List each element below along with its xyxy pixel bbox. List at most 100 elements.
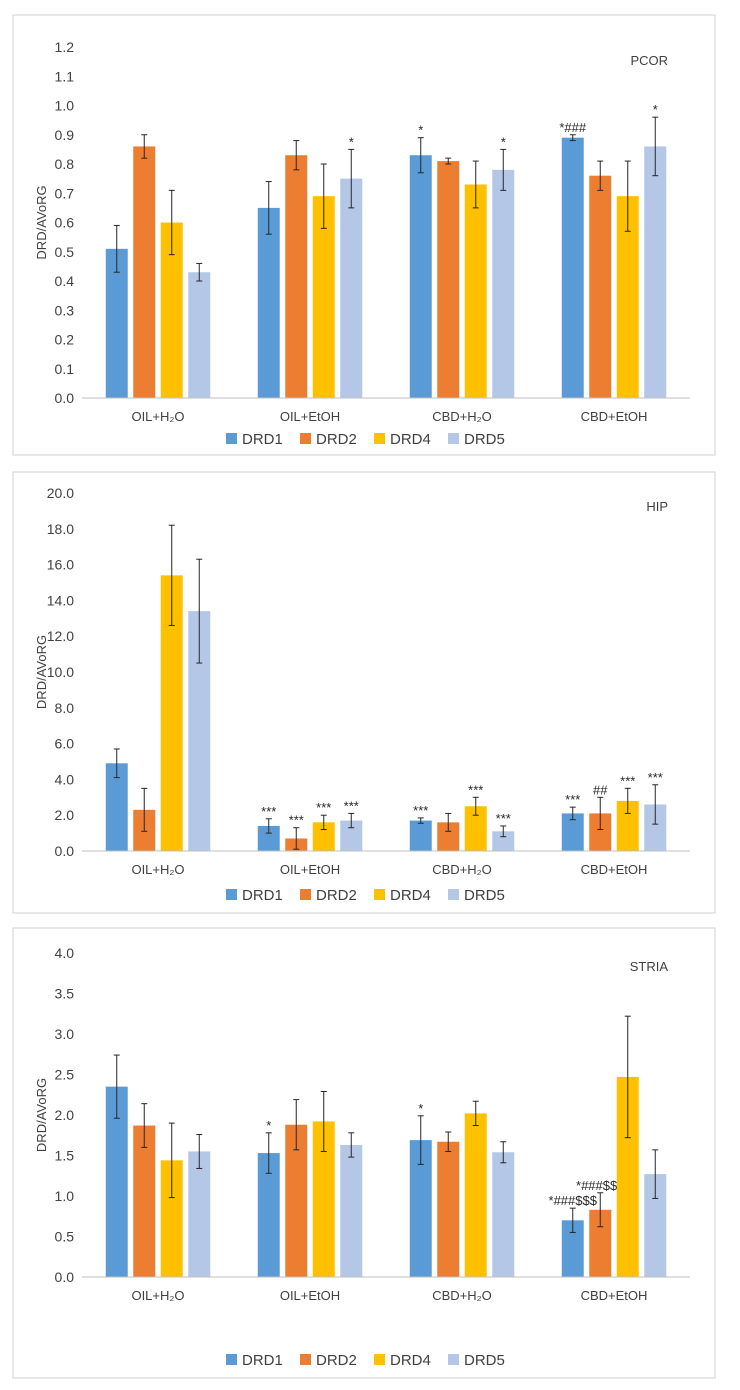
bar-drd4-oil-etoh — [312, 196, 335, 398]
bar-drd4-cbd-etoh — [616, 800, 639, 851]
bar-drd1-cbd-etoh — [561, 813, 584, 851]
y-tick-label: 1.1 — [55, 68, 75, 84]
legend-swatch-drd2 — [300, 433, 311, 444]
bar-drd1-oil-h-o — [105, 248, 128, 398]
bar-drd5-oil-h-o — [188, 1151, 211, 1277]
x-tick-label: OIL+H₂O — [131, 1288, 184, 1303]
y-tick-label: 10.0 — [47, 664, 74, 680]
y-tick-label: 0.0 — [55, 390, 75, 406]
significance-label: *** — [468, 782, 483, 797]
x-tick-label: OIL+EtOH — [280, 409, 340, 424]
y-tick-label: 0.9 — [55, 127, 75, 143]
legend-label-drd2: DRD2 — [316, 431, 357, 448]
y-axis-label: DRD/AVoRG — [34, 185, 49, 259]
legend-label-drd1: DRD1 — [242, 431, 283, 448]
significance-label: *** — [565, 792, 580, 807]
pcor-chart: 0.0 0.1 0.2 0.3 0.4 0.5 0.6 0.7 0.8 0.9 1.0 1.1 1.2 D… — [12, 14, 716, 456]
bar-drd5-oil-h-o — [188, 611, 211, 851]
chart-frame — [12, 927, 716, 1379]
bar-drd5-cbd-etoh — [644, 1174, 667, 1277]
bar-drd4-cbd-etoh — [616, 196, 639, 398]
bar-drd5-oil-etoh — [340, 178, 363, 398]
bar-drd1-oil-etoh — [257, 207, 280, 398]
legend-label-drd2: DRD2 — [316, 1352, 357, 1369]
legend-swatch-drd2 — [300, 889, 311, 900]
bar-drd1-oil-etoh — [257, 1153, 280, 1277]
legend-swatch-drd5 — [448, 433, 459, 444]
significance-label: *** — [496, 811, 511, 826]
chart-title: PCOR — [630, 53, 668, 68]
y-tick-label: 1.0 — [55, 98, 75, 114]
bar-drd1-cbd-h-o — [409, 155, 432, 398]
bar-drd1-cbd-h-o — [409, 820, 432, 851]
legend-label-drd5: DRD5 — [464, 887, 505, 904]
y-tick-label: 0.3 — [55, 302, 75, 318]
legend-label-drd4: DRD4 — [390, 887, 431, 904]
significance-label: *###$$$ — [576, 1178, 625, 1193]
legend-swatch-drd4 — [374, 433, 385, 444]
legend-swatch-drd1 — [226, 433, 237, 444]
significance-label: * — [349, 134, 354, 149]
y-tick-label: 6.0 — [55, 736, 75, 752]
chart-title: HIP — [646, 499, 668, 514]
x-tick-label: CBD+EtOH — [581, 409, 648, 424]
bar-drd4-cbd-h-o — [464, 806, 487, 851]
bar-drd4-cbd-etoh — [616, 1076, 639, 1277]
y-tick-label: 0.1 — [55, 361, 75, 377]
bar-drd1-cbd-etoh — [561, 1220, 584, 1277]
bar-drd2-oil-h-o — [133, 1125, 156, 1277]
y-tick-label: 0.5 — [55, 1229, 75, 1245]
bar-drd2-cbd-etoh — [589, 175, 612, 398]
significance-label: *###$$$ — [549, 1193, 598, 1208]
x-tick-label: CBD+EtOH — [581, 862, 648, 877]
legend-swatch-drd5 — [448, 889, 459, 900]
significance-label: * — [418, 123, 423, 138]
significance-label: *** — [648, 770, 663, 785]
bar-drd1-cbd-h-o — [409, 1140, 432, 1277]
bar-drd4-cbd-h-o — [464, 184, 487, 398]
bar-drd4-cbd-h-o — [464, 1113, 487, 1277]
bar-drd4-oil-etoh — [312, 822, 335, 851]
significance-label: *** — [620, 773, 635, 788]
y-tick-label: 1.5 — [55, 1148, 75, 1164]
bar-drd2-cbd-etoh — [589, 813, 612, 851]
x-tick-label: CBD+H₂O — [432, 409, 492, 424]
bar-drd4-oil-h-o — [160, 1160, 183, 1277]
pcor-chart-panel: 0.0 0.1 0.2 0.3 0.4 0.5 0.6 0.7 0.8 0.9 1.0 1.1 1.2 D… — [0, 0, 740, 466]
bar-drd2-cbd-h-o — [437, 822, 460, 851]
x-tick-label: OIL+EtOH — [280, 862, 340, 877]
significance-label: * — [501, 134, 506, 149]
x-tick-label: CBD+H₂O — [432, 1288, 492, 1303]
stria-chart-panel: 0.0 0.5 1.0 1.5 2.0 2.5 3.0 3.5 4.0 DRD/AVoRG STRI… — [0, 923, 740, 1390]
y-tick-label: 0.8 — [55, 156, 75, 172]
significance-label: ## — [593, 782, 608, 797]
significance-label: * — [266, 1118, 271, 1133]
bar-drd5-cbd-etoh — [644, 804, 667, 851]
y-tick-label: 1.0 — [55, 1188, 75, 1204]
x-tick-label: CBD+EtOH — [581, 1288, 648, 1303]
legend-swatch-drd4 — [374, 889, 385, 900]
bar-drd4-oil-etoh — [312, 1121, 335, 1277]
y-tick-label: 0.4 — [55, 273, 75, 289]
legend-label-drd4: DRD4 — [390, 1352, 431, 1369]
bar-drd5-cbd-h-o — [492, 169, 515, 398]
bar-drd1-oil-h-o — [105, 1086, 128, 1277]
bar-drd2-cbd-h-o — [437, 161, 460, 398]
bar-drd2-cbd-h-o — [437, 1141, 460, 1277]
y-tick-label: 14.0 — [47, 592, 74, 608]
bar-drd5-oil-etoh — [340, 820, 363, 851]
significance-label: * — [653, 102, 658, 117]
y-tick-label: 2.0 — [55, 1107, 75, 1123]
y-tick-label: 0.0 — [55, 1269, 75, 1285]
significance-label: *** — [344, 798, 359, 813]
x-tick-label: OIL+EtOH — [280, 1288, 340, 1303]
bar-drd5-oil-h-o — [188, 272, 211, 398]
legend-swatch-drd5 — [448, 1354, 459, 1365]
legend-label-drd4: DRD4 — [390, 431, 431, 448]
y-tick-label: 3.0 — [55, 1026, 75, 1042]
y-tick-label: 3.5 — [55, 986, 75, 1002]
y-tick-label: 16.0 — [47, 557, 74, 573]
bar-drd4-oil-h-o — [160, 575, 183, 851]
y-tick-label: 1.2 — [55, 39, 75, 55]
bar-drd1-cbd-etoh — [561, 137, 584, 399]
